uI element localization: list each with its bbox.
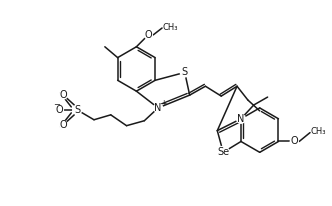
Circle shape [59, 91, 67, 99]
Text: Se: Se [217, 147, 229, 157]
Text: S: S [74, 105, 80, 115]
Text: O: O [144, 30, 152, 40]
Text: +: + [160, 99, 166, 109]
Circle shape [217, 146, 229, 158]
Circle shape [154, 103, 163, 112]
Circle shape [180, 68, 189, 77]
Text: O: O [59, 120, 67, 130]
Circle shape [59, 121, 67, 129]
Text: N: N [154, 103, 162, 113]
Text: CH₃: CH₃ [162, 22, 178, 32]
Circle shape [236, 114, 245, 123]
Text: O: O [59, 90, 67, 100]
Circle shape [144, 31, 152, 39]
Text: −: − [53, 101, 60, 109]
Text: O: O [290, 136, 298, 146]
Text: N: N [237, 114, 245, 124]
Circle shape [55, 106, 63, 114]
Text: CH₃: CH₃ [310, 127, 326, 136]
Text: S: S [182, 67, 188, 77]
Circle shape [290, 138, 298, 145]
Text: O: O [56, 105, 63, 115]
Circle shape [73, 105, 82, 114]
